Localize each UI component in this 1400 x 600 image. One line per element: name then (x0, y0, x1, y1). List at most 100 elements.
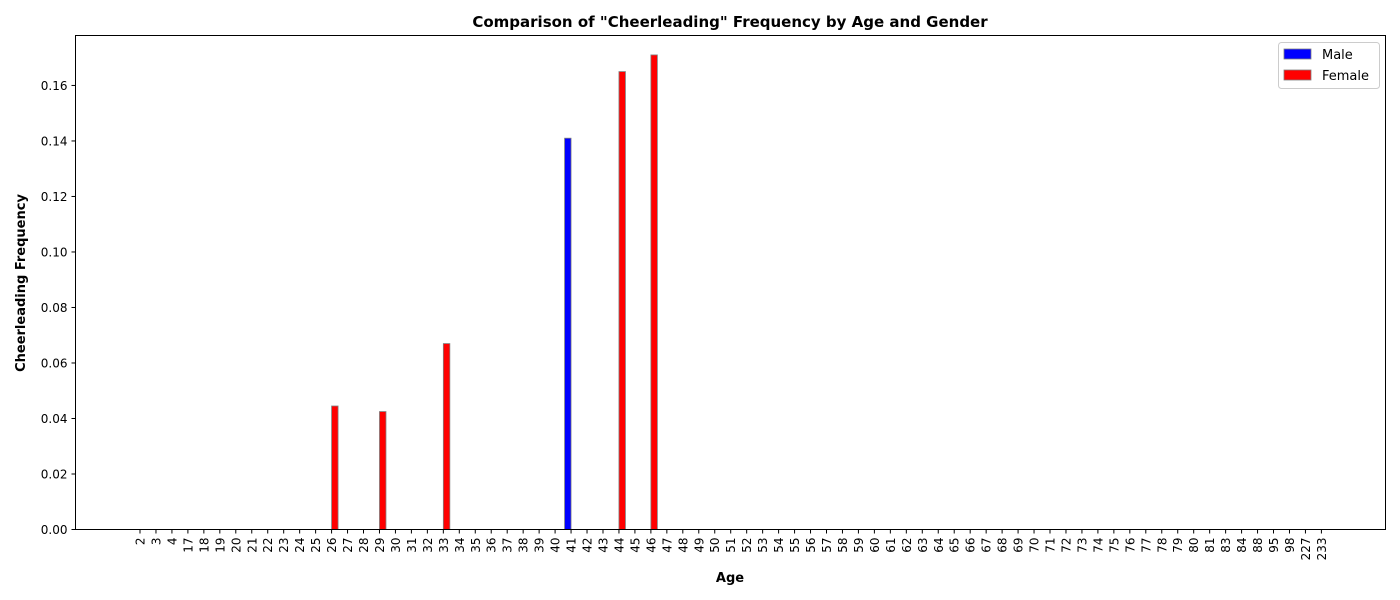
x-tick-label: 62 (900, 538, 914, 553)
x-tick-label: 70 (1028, 538, 1042, 553)
x-tick-label: 35 (469, 538, 483, 553)
x-tick-label: 40 (549, 538, 563, 553)
x-tick-label: 77 (1139, 538, 1153, 553)
x-tick-label: 25 (309, 538, 323, 553)
x-tick-label: 17 (181, 538, 195, 553)
y-tick-label: 0.02 (41, 467, 68, 481)
x-tick-label: 65 (948, 538, 962, 553)
x-tick-label: 61 (884, 538, 898, 553)
x-tick-label: 34 (453, 538, 467, 553)
x-tick-label: 88 (1251, 538, 1265, 553)
x-tick-label: 57 (820, 538, 834, 553)
bars-group (331, 54, 658, 530)
x-tick-label: 51 (724, 538, 738, 553)
x-tick-label: 73 (1075, 538, 1089, 553)
x-tick-label: 44 (612, 538, 626, 553)
y-tick-label: 0.06 (41, 356, 68, 370)
x-tick-label: 67 (980, 538, 994, 553)
x-tick-label: 36 (485, 538, 499, 553)
x-tick-label: 42 (581, 538, 595, 553)
x-tick-label: 3 (149, 538, 163, 546)
x-tick-label: 83 (1219, 538, 1233, 553)
legend-swatch-male (1283, 48, 1312, 60)
x-tick-label: 19 (213, 538, 227, 553)
plot-area-frame (75, 35, 1386, 530)
x-tick-label: 49 (692, 538, 706, 553)
x-tick-label: 46 (644, 538, 658, 553)
x-tick-label: 39 (533, 538, 547, 553)
y-axis: 0.00 0.02 0.04 0.06 0.08 0.10 0.12 0.14 0.16 (41, 79, 76, 537)
x-tick-label: 78 (1155, 538, 1169, 553)
x-tick-label: 33 (437, 538, 451, 553)
x-tick-label: 59 (852, 538, 866, 553)
x-tick-label: 53 (756, 538, 770, 553)
x-tick-label: 64 (932, 538, 946, 553)
x-tick-label: 32 (421, 538, 435, 553)
x-tick-label: 80 (1187, 538, 1201, 553)
bar-female-age-29 (379, 411, 387, 530)
legend-swatch-female (1283, 69, 1312, 81)
x-tick-label: 22 (261, 538, 275, 553)
x-tick-label: 55 (788, 538, 802, 553)
x-tick-label: 84 (1235, 538, 1249, 553)
bar-female-age-26 (331, 405, 339, 530)
y-tick-label: 0.12 (41, 190, 68, 204)
x-tick-label: 68 (996, 538, 1010, 553)
legend: Male Female (1278, 42, 1380, 89)
x-tick-label: 233 (1315, 538, 1329, 561)
x-tick-label: 63 (916, 538, 930, 553)
x-tick-label: 81 (1203, 538, 1217, 553)
x-tick-label: 98 (1283, 538, 1297, 553)
x-tick-label: 52 (740, 538, 754, 553)
x-tick-label: 79 (1171, 538, 1185, 553)
x-tick-label: 95 (1267, 538, 1281, 553)
y-tick-label: 0.00 (41, 523, 68, 537)
x-tick-label: 29 (373, 538, 387, 553)
x-tick-label: 76 (1123, 538, 1137, 553)
x-tick-label: 27 (341, 538, 355, 553)
x-tick-label: 45 (628, 538, 642, 553)
x-tick-label: 24 (293, 538, 307, 553)
x-tick-label: 48 (676, 538, 690, 553)
bar-female-age-46 (650, 54, 658, 530)
x-tick-label: 43 (596, 538, 610, 553)
x-tick-label: 58 (836, 538, 850, 553)
x-tick-label: 38 (517, 538, 531, 553)
x-tick-label: 20 (229, 538, 243, 553)
chart-title: Comparison of "Cheerleading" Frequency b… (472, 13, 988, 31)
x-tick-label: 75 (1107, 538, 1121, 553)
x-tick-label: 18 (197, 538, 211, 553)
x-axis-label: Age (716, 571, 744, 586)
y-tick-label: 0.04 (41, 412, 68, 426)
x-tick-label: 54 (772, 538, 786, 553)
bar-female-age-33 (442, 343, 451, 530)
y-tick-label: 0.16 (41, 79, 68, 93)
y-tick-label: 0.10 (41, 245, 68, 259)
x-tick-label: 21 (245, 538, 259, 553)
x-tick-label: 30 (389, 538, 403, 553)
x-tick-label: 41 (565, 538, 579, 553)
x-tick-label: 28 (357, 538, 371, 553)
x-tick-label: 37 (501, 538, 515, 553)
x-tick-label: 31 (405, 538, 419, 553)
x-tick-label: 2 (134, 538, 148, 546)
x-tick-label: 4 (165, 538, 179, 546)
x-tick-label: 26 (325, 538, 339, 553)
legend-label-male: Male (1322, 48, 1353, 63)
x-tick-label: 56 (804, 538, 818, 553)
y-axis-label: Cheerleading Frequency (14, 194, 29, 372)
x-tick-label: 66 (964, 538, 978, 553)
bar-male-age-41 (564, 137, 572, 530)
x-tick-label: 23 (277, 538, 291, 553)
x-tick-label: 47 (660, 538, 674, 553)
x-tick-label: 69 (1012, 538, 1026, 553)
x-tick-label: 227 (1299, 538, 1313, 561)
bar-female-age-44 (618, 71, 626, 530)
x-tick-label: 50 (708, 538, 722, 553)
y-tick-label: 0.14 (41, 134, 68, 148)
x-tick-label: 74 (1091, 538, 1105, 553)
legend-label-female: Female (1322, 69, 1369, 84)
x-axis: 2 3 4 17 18 19 20 21 22 23 24 25 26 27 28 29 30 31 32 33 34 3… (134, 529, 1329, 561)
x-tick-label: 72 (1059, 538, 1073, 553)
